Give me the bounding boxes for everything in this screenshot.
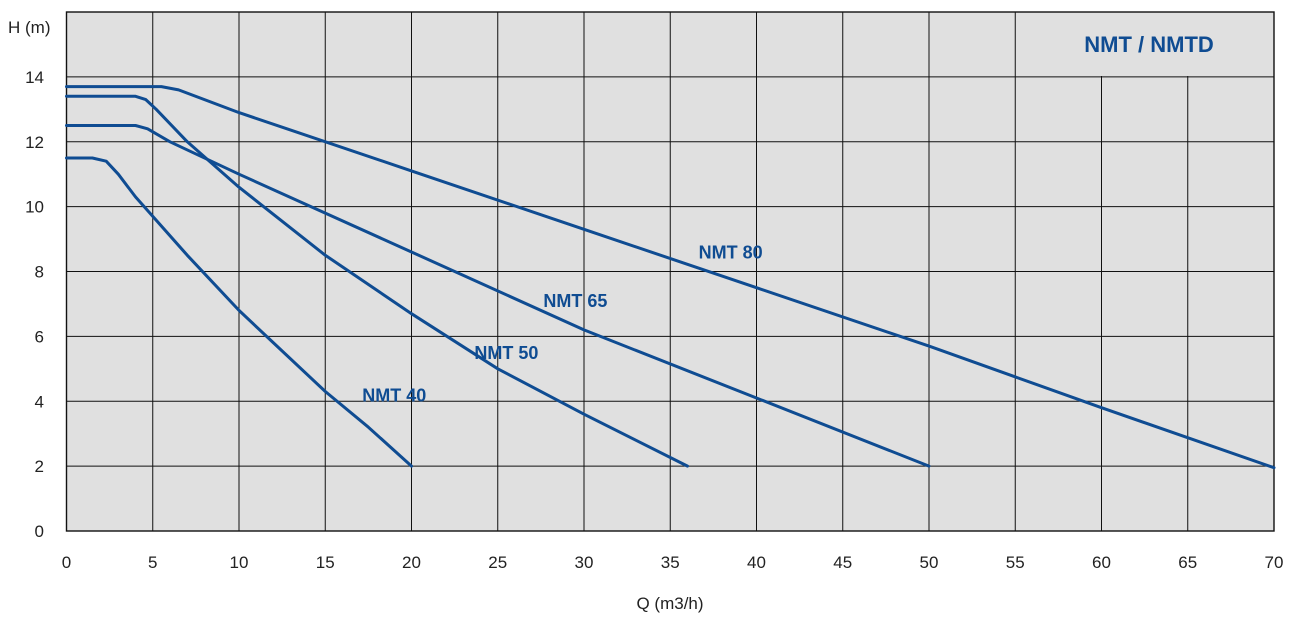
x-tick-label: 0 xyxy=(62,553,71,572)
x-tick-labels: 0 5 10 15 20 25 30 35 40 45 50 55 60 65 70 xyxy=(62,553,1284,572)
title-box xyxy=(1046,13,1273,76)
y-axis-label: H (m) xyxy=(8,18,50,37)
grid-lines xyxy=(66,12,1274,531)
x-axis-label: Q (m3/h) xyxy=(636,594,703,613)
chart-title: NMT / NMTD xyxy=(1084,32,1214,57)
series-label-4: NMT 80 xyxy=(699,243,763,263)
x-tick-label: 5 xyxy=(148,553,157,572)
y-tick-label: 14 xyxy=(25,68,44,87)
x-tick-label: 35 xyxy=(661,553,680,572)
x-tick-label: 30 xyxy=(575,553,594,572)
x-tick-label: 70 xyxy=(1265,553,1284,572)
series-label-2: NMT 50 xyxy=(474,343,538,363)
y-tick-label: 6 xyxy=(35,327,44,346)
x-tick-label: 15 xyxy=(316,553,335,572)
series-line-4 xyxy=(65,85,1276,470)
x-tick-label: 65 xyxy=(1178,553,1197,572)
y-tick-label: 4 xyxy=(35,392,44,411)
x-tick-label: 45 xyxy=(833,553,852,572)
y-tick-label: 8 xyxy=(35,263,44,282)
series-label-1: NMT 40 xyxy=(362,385,426,405)
y-tick-labels: 0 2 4 6 8 10 12 14 xyxy=(25,68,44,541)
series-line-3 xyxy=(65,124,931,468)
x-tick-label: 25 xyxy=(488,553,507,572)
plot-frame xyxy=(65,11,1275,532)
x-tick-label: 40 xyxy=(747,553,766,572)
series-lines xyxy=(65,85,1276,470)
x-tick-label: 60 xyxy=(1092,553,1111,572)
x-tick-label: 10 xyxy=(230,553,249,572)
x-tick-label: 20 xyxy=(402,553,421,572)
y-tick-label: 2 xyxy=(35,457,44,476)
series-line-1 xyxy=(65,156,413,468)
y-tick-label: 0 xyxy=(35,522,44,541)
series-label-3: NMT 65 xyxy=(543,291,607,311)
y-tick-label: 12 xyxy=(25,133,44,152)
x-tick-label: 50 xyxy=(920,553,939,572)
series-labels: NMT 40 NMT 50 NMT 65 NMT 80 xyxy=(362,243,762,406)
y-tick-label: 10 xyxy=(25,198,44,217)
x-tick-label: 55 xyxy=(1006,553,1025,572)
series-line-2 xyxy=(65,94,689,468)
